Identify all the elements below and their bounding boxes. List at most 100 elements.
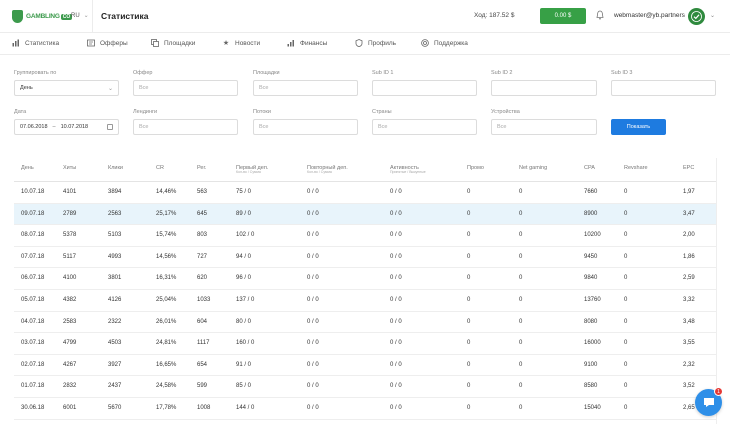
- user-email[interactable]: webmaster@yb.partners: [614, 12, 685, 19]
- cell-repeat-dep: 0 / 0: [307, 361, 319, 368]
- cell-repeat-dep: 0 / 0: [307, 318, 319, 325]
- star-icon: ★: [222, 39, 230, 47]
- stream-select[interactable]: Все: [253, 119, 358, 135]
- table-row[interactable]: 08.07.18 5378 5103 15,74% 803 102 / 0 0 / 0 0 /…: [14, 225, 716, 247]
- cell-cr: 25,04%: [156, 296, 177, 303]
- group-by-select[interactable]: День ⌄: [14, 80, 119, 96]
- cell-first-dep: 137 / 0: [236, 296, 255, 303]
- cell-revshare: 0: [624, 210, 628, 217]
- nav-item-profile[interactable]: Профиль: [355, 39, 396, 47]
- page-title: Статистика: [101, 11, 149, 21]
- cell-repeat-dep: 0 / 0: [307, 296, 319, 303]
- nav-item-finance[interactable]: Финансы: [287, 39, 327, 47]
- cell-day: 05.07.18: [21, 296, 45, 303]
- cell-promo: 0: [467, 383, 471, 390]
- nav-item-label: Статистика: [25, 39, 60, 47]
- device-select[interactable]: Все: [491, 119, 597, 135]
- cell-revshare: 0: [624, 318, 628, 325]
- landing-label: Лендинги: [133, 109, 158, 115]
- show-button[interactable]: Показать: [611, 119, 666, 135]
- sub1-input[interactable]: [372, 80, 477, 96]
- cell-reg: 1033: [197, 296, 211, 303]
- date-separator: –: [52, 124, 56, 130]
- cell-net-gaming: 0: [519, 383, 523, 390]
- cell-net-gaming: 0: [519, 253, 523, 260]
- cell-first-dep: 80 / 0: [236, 318, 252, 325]
- sub3-input[interactable]: [611, 80, 716, 96]
- nav-item-offers[interactable]: Офферы: [87, 39, 128, 47]
- column-header-clicks[interactable]: Клики: [108, 165, 123, 171]
- sub2-input[interactable]: [491, 80, 597, 96]
- table-row[interactable]: 30.06.18 6001 5670 17,78% 1008 144 / 0 0 / 0 0 …: [14, 398, 716, 420]
- cell-reg: 620: [197, 275, 208, 282]
- table-row[interactable]: 01.07.18 2832 2437 24,58% 599 85 / 0 0 / 0 0 / …: [14, 376, 716, 398]
- table-row[interactable]: 03.07.18 4799 4503 24,81% 1117 160 / 0 0 / 0 0 …: [14, 333, 716, 355]
- nav-item-support[interactable]: Поддержка: [421, 39, 468, 47]
- cell-promo: 0: [467, 404, 471, 411]
- column-header-reg[interactable]: Рег.: [197, 165, 206, 171]
- cell-clicks: 5103: [108, 232, 122, 239]
- cell-revshare: 0: [624, 232, 628, 239]
- cell-cpa: 16000: [584, 340, 601, 347]
- cell-activity: 0 / 0: [390, 210, 402, 217]
- cell-activity: 0 / 0: [390, 340, 402, 347]
- column-header-net-gaming[interactable]: Net gaming: [519, 165, 547, 171]
- cell-promo: 0: [467, 296, 471, 303]
- nav-item-sites[interactable]: Площадки: [151, 39, 195, 47]
- table-row[interactable]: 04.07.18 2583 2322 26,01% 604 80 / 0 0 / 0 0 / …: [14, 312, 716, 334]
- table-row[interactable]: 05.07.18 4382 4126 25,04% 1033 137 / 0 0 / 0 0 …: [14, 290, 716, 312]
- cell-first-dep: 160 / 0: [236, 340, 255, 347]
- withdraw-button[interactable]: 0.00 $: [540, 8, 586, 24]
- column-header-day[interactable]: День: [21, 165, 34, 171]
- table-row[interactable]: 02.07.18 4267 3927 16,65% 654 91 / 0 0 / 0 0 / …: [14, 355, 716, 377]
- nav-item-label: Площадки: [164, 39, 196, 47]
- cell-cpa: 9450: [584, 253, 598, 260]
- cell-epc: 2,59: [683, 275, 695, 282]
- column-header-repeat-dep[interactable]: Повторный деп. Кол-во / Сумма: [307, 165, 348, 175]
- language-selector[interactable]: RU ⌄: [71, 12, 89, 20]
- date-range-picker[interactable]: 07.06.2018 – 10.07.2018: [14, 119, 119, 135]
- column-header-label: Revshare: [624, 165, 648, 171]
- column-header-cr[interactable]: CR: [156, 165, 164, 171]
- table-row[interactable]: 10.07.18 4101 3894 14,46% 563 75 / 0 0 / 0 0 / …: [14, 182, 716, 204]
- table-row[interactable]: 06.07.18 4100 3801 16,31% 620 96 / 0 0 / 0 0 / …: [14, 268, 716, 290]
- cell-revshare: 0: [624, 296, 628, 303]
- table-row[interactable]: 09.07.18 2789 2563 25,17% 645 89 / 0 0 / 0 0 / …: [14, 203, 716, 226]
- cell-net-gaming: 0: [519, 296, 523, 303]
- country-select[interactable]: Все: [372, 119, 477, 135]
- cell-clicks: 2563: [108, 210, 122, 217]
- cell-cr: 16,65%: [156, 361, 177, 368]
- cell-reg: 803: [197, 232, 208, 239]
- table-row[interactable]: 07.07.18 5117 4993 14,56% 727 94 / 0 0 / 0 0 / …: [14, 247, 716, 269]
- column-header-label: Промо: [467, 165, 484, 171]
- nav-item-news[interactable]: ★ Новости: [222, 39, 260, 47]
- cell-promo: 0: [467, 340, 471, 347]
- cell-first-dep: 102 / 0: [236, 232, 255, 239]
- column-header-promo[interactable]: Промо: [467, 165, 484, 171]
- stats-table: День Хиты Клики CR Рег. Первый деп. Кол-во / С…: [14, 158, 716, 420]
- cell-cpa: 9100: [584, 361, 598, 368]
- column-header-cpa[interactable]: CPA: [584, 165, 595, 171]
- cell-first-dep: 96 / 0: [236, 275, 252, 282]
- cell-cr: 17,78%: [156, 404, 177, 411]
- column-header-revshare[interactable]: Revshare: [624, 165, 648, 171]
- column-header-epc[interactable]: EPC: [683, 165, 694, 171]
- chevron-down-icon[interactable]: ⌄: [710, 13, 716, 19]
- column-header-activity[interactable]: Активность Принятые / Выкупные: [390, 165, 426, 175]
- column-header-hits[interactable]: Хиты: [63, 165, 76, 171]
- cell-cpa: 13760: [584, 296, 601, 303]
- landing-select[interactable]: Все: [133, 119, 238, 135]
- cell-clicks: 3801: [108, 275, 122, 282]
- offer-select[interactable]: Все: [133, 80, 238, 96]
- logo[interactable]: GAMBLING CO: [12, 10, 73, 23]
- offer-label: Оффер: [133, 70, 153, 76]
- bell-icon[interactable]: [596, 10, 604, 20]
- column-header-first-dep[interactable]: Первый деп. Кол-во / Сумма: [236, 165, 268, 175]
- avatar[interactable]: [688, 8, 705, 25]
- nav-item-statistics[interactable]: Статистика: [12, 39, 59, 47]
- cell-cpa: 8900: [584, 210, 598, 217]
- cell-activity: 0 / 0: [390, 253, 402, 260]
- site-select[interactable]: Все: [253, 80, 358, 96]
- cell-day: 09.07.18: [21, 210, 45, 217]
- offers-icon: [87, 39, 95, 47]
